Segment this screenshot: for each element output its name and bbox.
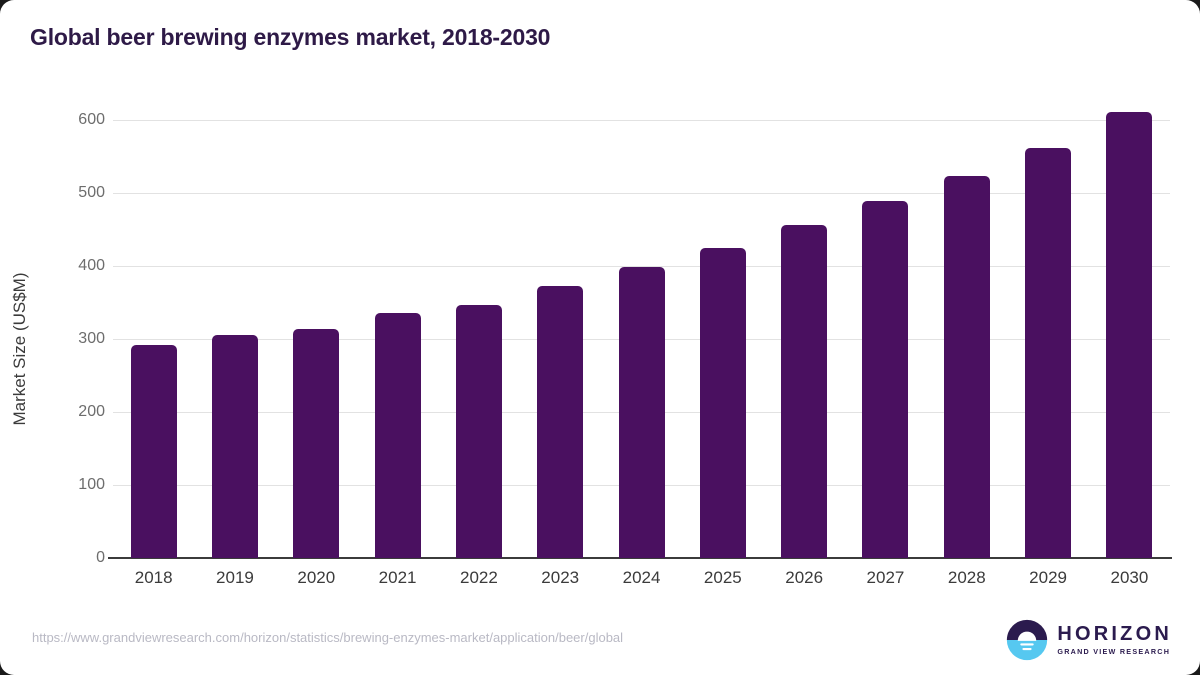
y-tick-label: 0 — [96, 549, 105, 566]
y-tick-label: 600 — [78, 111, 105, 128]
x-tick-label: 2026 — [785, 568, 824, 587]
x-tick-label: 2023 — [541, 568, 580, 587]
bar-2029[interactable] — [1025, 147, 1072, 558]
bar-2018[interactable] — [130, 344, 177, 558]
gridline — [113, 193, 1170, 194]
bar-2027[interactable] — [862, 201, 909, 558]
bar-series — [113, 90, 1170, 558]
bar-slot[interactable] — [276, 90, 357, 558]
x-tick-label: 2030 — [1110, 568, 1149, 587]
bar-2022[interactable] — [455, 304, 502, 558]
horizon-logo-text: HORIZON GRAND VIEW RESEARCH — [1057, 624, 1172, 655]
page-title: Global beer brewing enzymes market, 2018… — [30, 24, 551, 50]
x-tick-label: 2025 — [703, 568, 742, 587]
horizon-logo-icon — [1007, 619, 1048, 661]
bar-slot[interactable] — [682, 90, 763, 558]
bar-slot[interactable] — [113, 90, 194, 558]
bar-slot[interactable] — [1089, 90, 1170, 558]
bar-slot[interactable] — [601, 90, 682, 558]
bar-2023[interactable] — [537, 285, 584, 558]
bar-2030[interactable] — [1106, 111, 1153, 558]
bar-2020[interactable] — [293, 328, 340, 558]
bar-2021[interactable] — [374, 312, 421, 558]
bar-2024[interactable] — [618, 266, 665, 558]
bar-slot[interactable] — [926, 90, 1007, 558]
x-tick-label: 2019 — [216, 568, 254, 587]
bar-slot[interactable] — [520, 90, 601, 558]
bar-slot[interactable] — [194, 90, 275, 558]
x-axis-labels: 2018 2019 2020 2021 2022 2023 2024 2025 2026 2027… — [113, 568, 1170, 588]
gridline — [113, 120, 1170, 121]
x-tick-label: 2022 — [459, 568, 498, 587]
bar-2019[interactable] — [211, 335, 258, 558]
x-tick-label: 2029 — [1029, 568, 1067, 587]
gridline — [113, 266, 1170, 267]
bar-2026[interactable] — [781, 225, 828, 558]
x-tick-label: 2028 — [947, 568, 986, 587]
chart-plot: 0 100 200 300 400 500 600 Market Size (US$M) 2… — [10, 0, 1172, 600]
bar-2028[interactable] — [943, 176, 990, 558]
x-tick-label: 2020 — [297, 568, 336, 587]
y-tick-label: 400 — [78, 257, 105, 274]
chart-footer: https://www.grandviewresearch.com/horizo… — [0, 605, 1200, 675]
y-tick-label: 300 — [78, 330, 105, 347]
x-tick-label: 2021 — [378, 568, 417, 587]
horizon-logo-wordmark: HORIZON — [1057, 623, 1172, 646]
bar-slot[interactable] — [357, 90, 438, 558]
y-tick-label: 100 — [78, 476, 105, 493]
x-tick-label: 2027 — [866, 568, 905, 587]
y-axis-ticks: 0 100 200 300 400 500 600 — [20, 0, 105, 600]
y-tick-label: 200 — [78, 403, 105, 420]
x-tick-label: 2018 — [134, 568, 173, 587]
bar-slot[interactable] — [764, 90, 845, 558]
bar-slot[interactable] — [1007, 90, 1088, 558]
bar-slot[interactable] — [438, 90, 519, 558]
y-tick-label: 500 — [78, 184, 105, 201]
bar-slot[interactable] — [845, 90, 926, 558]
bar-2025[interactable] — [699, 247, 746, 558]
source-url[interactable]: https://www.grandviewresearch.com/horizo… — [32, 630, 624, 645]
x-tick-label: 2024 — [622, 568, 661, 587]
horizon-logo-tagline: GRAND VIEW RESEARCH — [1057, 647, 1171, 657]
y-axis-title: Market Size (US$M) — [10, 272, 29, 426]
horizon-logo[interactable]: HORIZON GRAND VIEW RESEARCH — [1006, 619, 1172, 661]
x-axis-line — [108, 557, 1172, 559]
